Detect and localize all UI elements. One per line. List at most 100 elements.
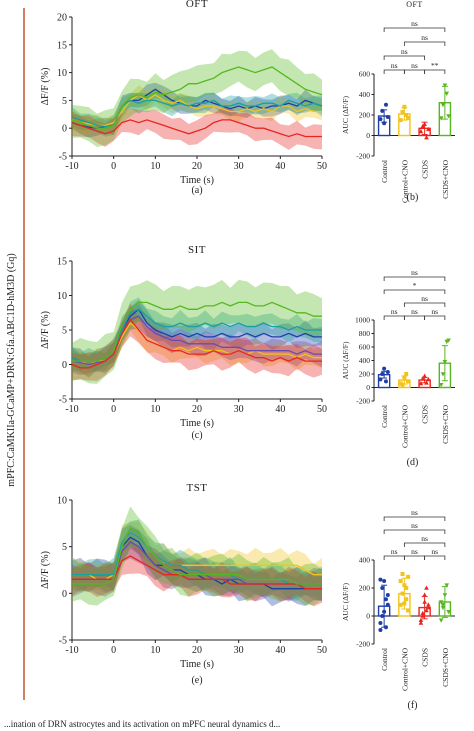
data-point [378,628,383,632]
significance-label: ns [411,508,418,517]
y-axis-title: ΔF/F (%) [40,68,51,106]
data-point [402,583,407,588]
category-label: CSDS [421,160,430,179]
data-point [426,605,431,610]
significance-label: ns [411,547,418,556]
x-tick-label: 10 [150,404,160,415]
y-tick-label: 10 [57,68,67,79]
x-tick-label: 20 [192,404,202,415]
data-point [406,608,411,613]
y-tick-label: 20 [57,13,67,24]
data-point [424,585,429,590]
y-axis-title: AUC (ΔF/F) [341,96,350,134]
data-point [383,102,388,107]
data-point [418,617,424,622]
significance-label: ns [391,61,398,70]
significance-label: ns [411,61,418,70]
significance-bracket [383,315,405,320]
significance-bracket [383,69,405,74]
significance-bracket [424,555,446,560]
category-label: CSDS+CNO [441,159,450,198]
x-tick-label: 30 [234,645,244,656]
data-point [446,114,451,119]
significance-bracket [403,555,426,560]
data-point [380,372,385,376]
panel-title: TST [186,482,207,494]
category-label: Control+CNO [400,404,409,448]
data-point [400,572,405,576]
y-tick-label: -200 [356,397,370,406]
x-tick-label: 0 [111,161,116,172]
category-label: CSDS+CNO [441,404,450,443]
x-tick-label: 0 [111,645,116,656]
data-point [383,597,388,602]
y-tick-label: 200 [359,584,371,593]
bar-panel-d: -200 0 200 400 600 800 1000 Control Control+CNO C… [341,268,455,468]
error-band-csds [72,303,322,381]
error-band-control [72,300,322,378]
data-point [422,373,427,378]
y-tick-label: 800 [359,329,371,338]
data-point [438,383,444,388]
significance-label: ns [421,534,428,543]
data-point [398,602,403,607]
data-point [446,610,451,615]
panel-letter: (e) [191,675,202,686]
data-point [380,108,385,113]
significance-bracket [403,302,446,307]
significance-label: ns [421,294,428,303]
data-point [380,586,385,590]
data-point [385,593,390,597]
y-axis-title: ΔF/F (%) [40,311,51,349]
panel-title: OFT [406,0,423,9]
significance-label: ns [401,47,408,56]
data-point [404,372,409,376]
data-point [440,372,446,377]
data-point [385,115,390,120]
data-point [385,369,390,374]
significance-label: ns [391,307,398,316]
x-tick-label: 40 [275,161,285,172]
category-label: Control [380,648,389,671]
y-tick-label: 0 [366,131,370,140]
x-tick-label: -10 [65,161,78,172]
data-point [406,116,411,121]
series-line-csds_cno [72,301,322,362]
x-tick-label: 50 [317,645,327,656]
significance-bracket [383,529,446,534]
significance-label: ns [411,307,418,316]
significance-label: ns [421,33,428,42]
data-point [438,618,444,623]
x-tick-label: 40 [275,645,285,656]
y-tick-label: 600 [359,70,371,79]
category-label: Control [380,160,389,183]
significance-label: ns [411,19,418,28]
y-tick-label: 600 [359,343,371,352]
significance-label: ns [431,307,438,316]
data-point [404,586,409,590]
data-point [378,377,383,382]
data-point [420,613,426,618]
y-tick-label: 400 [359,356,371,365]
y-tick-label: 0 [366,383,370,392]
data-point [444,583,450,588]
y-tick-label: 5 [62,96,67,107]
x-tick-label: 30 [234,404,244,415]
data-point [398,579,403,583]
error-band-csds_cno [72,506,322,606]
data-point [382,366,387,371]
y-tick-label: 200 [359,370,371,379]
y-tick-label: 0 [62,124,67,135]
panel-title: SIT [188,244,206,256]
line-panel-c: -5 0 5 10 15 -10 0 10 20 30 40 50 SIT Time (s) ΔF/F (%… [40,244,327,441]
data-point [400,109,405,114]
significance-label: ns [391,547,398,556]
data-point [422,121,427,127]
data-point [378,577,383,582]
data-point [404,597,409,602]
caption-fragment: ...ination of DRN astrocytes and its act… [4,719,280,729]
data-point [422,599,427,604]
data-point [418,380,424,386]
data-point [380,614,385,618]
error-band-teal [72,92,322,137]
